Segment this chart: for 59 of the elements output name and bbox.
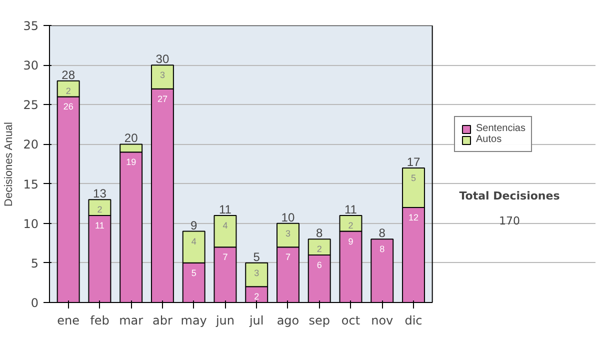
data-label: 7	[285, 252, 290, 262]
total-label: 17	[406, 154, 420, 169]
y-tick-label: 0	[30, 296, 39, 310]
text: Total Decisiones	[459, 190, 560, 202]
total-label: 20	[124, 131, 138, 146]
total-label: 5	[253, 250, 260, 264]
total-label: 8	[316, 226, 324, 240]
x-tick-label: oct	[341, 314, 360, 328]
total-label: 11	[218, 202, 232, 216]
data-label: 9	[348, 236, 354, 246]
total-label: 11	[344, 202, 358, 216]
data-label: 2	[97, 204, 102, 215]
total-label: 10	[281, 210, 295, 224]
x-tick-label: feb	[90, 314, 110, 328]
x-tick-label: nov	[371, 314, 394, 328]
x-tick-label: ago	[276, 314, 300, 328]
data-label: 26	[63, 102, 74, 112]
x-tick-label: ene	[57, 314, 80, 328]
data-label: 6	[316, 260, 322, 270]
text: 170	[499, 214, 520, 228]
data-label: 19	[126, 157, 136, 168]
y-tick-label: 30	[23, 58, 39, 73]
x-tick-label: sep	[308, 314, 330, 328]
total-label: 13	[93, 186, 107, 201]
y-tick-label: 25	[23, 98, 39, 112]
data-label: 5	[410, 172, 416, 183]
data-label: 4	[191, 236, 196, 246]
data-label: 12	[408, 212, 419, 223]
data-label: 27	[157, 94, 168, 104]
x-tick-label: jul	[248, 314, 264, 328]
x-tick-label: abr	[152, 314, 172, 328]
data-label: 8	[380, 244, 385, 254]
data-label: 3	[160, 70, 165, 80]
y-tick-label: 5	[30, 256, 39, 270]
x-tick-label: may	[180, 314, 207, 328]
total-label: 8	[378, 226, 386, 240]
data-label: 2	[66, 86, 71, 96]
data-label: 2	[316, 244, 322, 254]
total-label: 28	[62, 68, 76, 82]
y-tick-label: 20	[23, 138, 39, 152]
data-label: 3	[285, 228, 290, 238]
data-label: 3	[254, 268, 260, 278]
x-tick-label: dic	[404, 314, 422, 328]
x-tick-label: jun	[214, 314, 234, 328]
y-tick-label: 10	[23, 216, 39, 231]
y-axis-title: Decisiones Anual	[3, 122, 16, 206]
legend-label: Sentencias	[476, 123, 526, 134]
total-label: 30	[156, 52, 170, 66]
data-label: 2	[348, 220, 354, 230]
data-label: 7	[222, 252, 228, 262]
y-tick-label: 35	[23, 19, 39, 33]
x-tick-label: mar	[119, 314, 144, 328]
data-label: 4	[222, 220, 228, 230]
total-label: 9	[190, 218, 198, 232]
legend-label: Autos	[476, 134, 502, 145]
data-label: 11	[95, 220, 104, 230]
data-label: 2	[254, 292, 260, 302]
data-label: 5	[191, 268, 196, 278]
y-tick-label: 15	[23, 177, 39, 192]
